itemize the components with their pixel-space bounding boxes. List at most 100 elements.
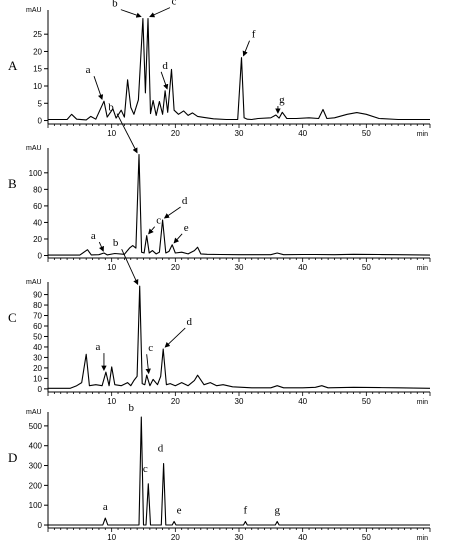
peak-label: a: [86, 64, 91, 76]
x-axis-label: min: [417, 535, 428, 542]
peak-arrow: [160, 71, 169, 90]
peak-arrow: [98, 241, 104, 252]
y-tick-label: 20: [33, 364, 42, 373]
peak-arrow: [163, 206, 181, 219]
x-axis-label: min: [417, 131, 428, 138]
peak-label: d: [158, 443, 164, 455]
x-tick-label: 20: [171, 263, 180, 272]
x-tick-label: 20: [171, 397, 180, 406]
x-tick-label: 50: [362, 263, 371, 272]
y-tick-label: 80: [33, 185, 42, 194]
y-tick-label: 300: [29, 462, 43, 471]
y-tick-label: 60: [33, 202, 42, 211]
x-tick-label: 10: [107, 263, 116, 272]
series-trace: [48, 285, 431, 389]
panel-label: A: [8, 58, 18, 73]
peak-label: a: [103, 501, 108, 513]
y-tick-label: 90: [33, 291, 42, 300]
x-tick-label: 10: [107, 129, 116, 138]
peak-label: d: [186, 316, 192, 328]
x-tick-label: 30: [235, 397, 244, 406]
y-tick-label: 100: [29, 169, 43, 178]
peak-label: a: [91, 230, 96, 242]
peak-arrow: [149, 7, 171, 18]
y-tick-label: 15: [33, 65, 42, 74]
y-axis-label: mAU: [26, 145, 42, 152]
y-tick-label: 40: [33, 343, 42, 352]
peak-arrow: [173, 233, 183, 244]
y-axis-label: mAU: [26, 409, 42, 416]
peak-label: b: [129, 402, 135, 414]
y-axis-label: mAU: [26, 279, 42, 286]
x-tick-label: 30: [235, 129, 244, 138]
peak-label: a: [95, 341, 100, 353]
x-tick-label: 10: [107, 397, 116, 406]
peak-label: g: [279, 94, 285, 106]
y-tick-label: 0: [38, 117, 43, 126]
y-tick-label: 0: [38, 521, 43, 530]
y-tick-label: 200: [29, 481, 43, 490]
x-tick-label: 40: [298, 129, 307, 138]
peak-label: c: [172, 0, 177, 8]
peak-label: b: [112, 0, 118, 10]
y-tick-label: 5: [38, 99, 43, 108]
peak-label: b: [108, 102, 114, 114]
x-tick-label: 10: [107, 533, 116, 542]
x-tick-label: 40: [298, 533, 307, 542]
peak-arrow: [93, 76, 104, 101]
y-tick-label: 20: [33, 235, 42, 244]
x-tick-label: 30: [235, 533, 244, 542]
y-tick-label: 40: [33, 218, 42, 227]
peak-arrow: [120, 9, 142, 18]
y-tick-label: 70: [33, 312, 42, 321]
panel-label: B: [8, 176, 17, 191]
y-tick-label: 20: [33, 47, 42, 56]
peak-arrow: [145, 354, 151, 375]
y-tick-label: 0: [38, 252, 43, 261]
peak-arrow: [242, 40, 250, 57]
peak-label: d: [182, 195, 188, 207]
peak-label: e: [177, 504, 182, 516]
panel-label: D: [8, 450, 17, 465]
x-tick-label: 20: [171, 129, 180, 138]
x-tick-label: 40: [298, 263, 307, 272]
x-tick-label: 50: [362, 397, 371, 406]
x-tick-label: 20: [171, 533, 180, 542]
y-axis-label: mAU: [26, 7, 42, 14]
panel-label: C: [8, 310, 17, 325]
y-tick-label: 50: [33, 332, 42, 341]
peak-label: d: [162, 60, 168, 72]
y-tick-label: 60: [33, 322, 42, 331]
series-trace: [48, 18, 430, 121]
peak-label: g: [274, 504, 280, 516]
x-axis-label: min: [417, 399, 428, 406]
peak-label: b: [113, 237, 119, 249]
peak-label: c: [148, 342, 153, 354]
y-tick-label: 400: [29, 442, 43, 451]
peak-label: c: [143, 463, 148, 475]
y-tick-label: 500: [29, 422, 43, 431]
x-tick-label: 30: [235, 263, 244, 272]
x-tick-label: 40: [298, 397, 307, 406]
peak-label: f: [244, 504, 248, 516]
y-tick-label: 10: [33, 82, 42, 91]
peak-arrow: [164, 327, 186, 348]
series-trace: [48, 416, 430, 526]
x-tick-label: 50: [362, 129, 371, 138]
series-trace: [48, 154, 431, 256]
y-tick-label: 100: [29, 501, 43, 510]
x-axis-label: min: [417, 265, 428, 272]
y-tick-label: 10: [33, 374, 42, 383]
peak-arrow: [148, 226, 156, 235]
peak-label: f: [252, 29, 256, 41]
peak-label: c: [156, 215, 161, 227]
peak-label: e: [184, 222, 189, 234]
x-tick-label: 50: [362, 533, 371, 542]
y-tick-label: 25: [33, 30, 42, 39]
y-tick-label: 0: [38, 385, 43, 394]
